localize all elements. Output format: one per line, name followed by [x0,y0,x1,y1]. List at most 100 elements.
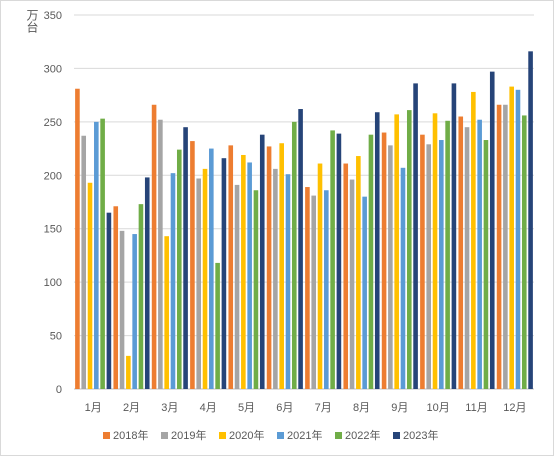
bar-2020年-7月 [317,163,323,389]
y-tick-label: 300 [44,63,62,75]
bar-2023年-9月 [413,83,418,389]
legend-swatch [335,432,342,439]
x-tick-label: 3月 [161,402,178,414]
bar-2023年-12月 [528,51,533,390]
bar-2020年-2月 [126,355,131,389]
bar-2021年-12月 [515,89,521,390]
bar-2023年-3月 [183,127,188,389]
bar-2019年-7月 [311,195,317,389]
legend-item: 2020年 [219,428,264,442]
x-tick-label: 1月 [85,402,102,414]
bar-2023年-10月 [451,83,457,389]
x-tick-label: 11月 [465,402,487,414]
bar-2020年-12月 [509,86,514,389]
x-tick-label: 2月 [123,402,140,414]
bar-2018年-8月 [343,163,349,389]
bar-2019年-6月 [273,168,278,389]
bar-2019年-4月 [196,178,202,389]
bar-2022年-3月 [176,149,182,389]
bar-2018年-4月 [190,141,195,389]
bar-2019年-10月 [426,144,432,389]
bar-2023年-11月 [489,71,495,390]
bar-2021年-10月 [439,140,444,389]
bar-2021年-7月 [324,190,329,389]
bar-2022年-5月 [253,190,259,389]
bar-2023年-6月 [298,109,303,389]
legend-swatch [393,432,400,439]
bar-2018年-5月 [228,145,234,389]
bar-2020年-8月 [356,156,361,389]
x-tick-label: 4月 [200,402,217,414]
bar-2018年-9月 [381,132,387,390]
bar-2022年-10月 [445,120,450,389]
bar-2023年-7月 [336,133,342,389]
bar-2021年-4月 [209,148,214,389]
y-tick-label: 250 [44,117,62,129]
legend-swatch [103,432,110,439]
bar-2023年-2月 [144,177,150,389]
bar-2018年-11月 [458,116,464,389]
bar-2020年-5月 [241,154,246,389]
legend-label: 2022年 [345,428,380,442]
bar-2021年-3月 [170,173,176,389]
legend-label: 2021年 [287,428,322,442]
legend-swatch [161,432,168,439]
y-tick-label: 200 [44,170,62,182]
x-tick-label: 7月 [315,402,332,414]
bars [75,51,533,390]
bar-2019年-9月 [388,145,393,389]
bar-2022年-7月 [330,130,335,390]
x-tick-label: 8月 [353,402,370,414]
bar-2020年-6月 [279,143,284,389]
legend-label: 2018年 [113,428,148,442]
bar-2022年-2月 [138,204,144,389]
legend-item: 2022年 [335,428,380,442]
bar-2022年-4月 [215,262,220,389]
bar-2021年-1月 [94,121,99,389]
y-tick-label: 50 [50,331,62,343]
legend-label: 2019年 [171,428,206,442]
bar-2021年-5月 [247,162,252,389]
legend-label: 2020年 [229,428,264,442]
bar-2018年-1月 [75,88,80,389]
bar-2019年-1月 [81,135,87,389]
bar-2018年-12月 [496,104,502,389]
bar-2020年-9月 [394,114,399,390]
bar-2023年-8月 [374,112,380,390]
bar-2023年-5月 [259,134,265,389]
legend-swatch [277,432,284,439]
x-tick-label: 5月 [238,402,255,414]
x-axis: 1月 2月 3月 4月 5月 6月 7月 8月 9月 10月 11月 12月 [85,402,527,414]
bar-2019年-8月 [349,179,355,389]
bar-2022年-9月 [406,110,412,390]
bar-2021年-9月 [400,167,406,389]
grid-lines [74,14,534,390]
x-tick-label: 10月 [427,402,450,414]
legend-item: 2018年 [103,428,148,442]
bar-2018年-7月 [305,187,310,389]
legend-swatch [219,432,226,439]
bar-2018年-10月 [420,134,425,389]
y-axis-ticks: 0 50 100 150 200 250 300 350 [44,10,62,396]
bar-2021年-2月 [132,234,137,389]
legend: 2018年 2019年 2020年 2021年 2022年 2023年 [103,428,438,442]
bar-2019年-5月 [234,184,240,389]
bar-2020年-11月 [471,91,476,390]
bar-2019年-12月 [503,104,508,389]
bar-2022年-6月 [291,121,297,389]
legend-item: 2021年 [277,428,322,442]
bar-2020年-10月 [432,113,438,390]
bar-2020年-1月 [87,182,93,389]
y-tick-label: 350 [44,10,62,22]
bar-2018年-3月 [151,104,157,389]
y-tick-label: 150 [44,224,62,236]
bar-2021年-6月 [285,174,291,389]
bar-2023年-4月 [221,158,227,389]
bar-2021年-11月 [477,119,482,389]
bar-2021年-8月 [362,196,367,389]
y-tick-label: 0 [56,384,62,396]
bar-2018年-6月 [266,146,272,389]
bar-2020年-4月 [202,168,208,389]
